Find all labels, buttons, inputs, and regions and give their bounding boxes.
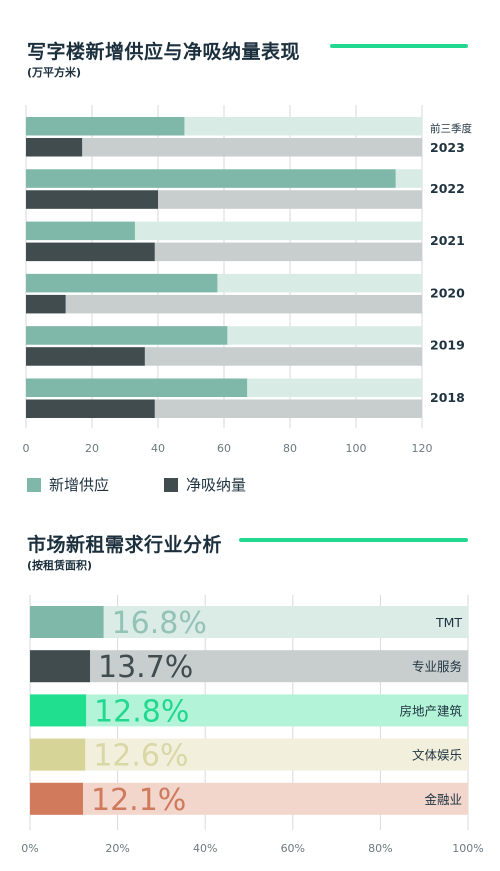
chart2-title: 市场新租需求行业分析 [27,534,223,556]
category-label: 2018 [430,390,465,405]
x-tick-label: 80% [368,842,392,855]
x-tick-label: 20 [85,442,99,455]
chart1-subtitle: (万平方米) [27,66,82,79]
category-label: 2019 [430,338,465,353]
supply-bar [26,273,218,293]
x-tick-label: 20% [105,842,129,855]
industry-category-label: 文体娱乐 [412,748,462,763]
industry-category-label: 金融业 [424,792,462,807]
supply-absorption-chart: 0 20 40 60 80 100 120 前三季度 2023 2022 2021 2020 2019 2… [23,105,472,455]
absorption-bar [26,242,155,262]
category-label-prefix: 前三季度 [430,122,472,135]
absorption-bar [26,138,83,157]
absorption-bar [26,190,158,209]
industry-category-label: 专业服务 [412,659,462,674]
chart2-accent-line [239,538,468,542]
industry-bar [30,650,91,683]
x-tick-label: 80 [283,442,297,455]
industry-value-label: 12.8% [94,694,189,729]
absorption-bar [26,294,66,314]
industry-value-label: 12.1% [91,783,186,818]
x-tick-label: 120 [412,442,433,455]
legend-supply-label: 新增供应 [49,476,110,494]
chart2-subtitle: (按租赁面积) [27,559,93,572]
category-label: 2023 [430,140,465,155]
x-tick-label: 0 [23,442,30,455]
x-tick-label: 60 [217,442,231,455]
absorption-bar [26,399,155,418]
industry-value-label: 16.8% [112,606,207,641]
supply-bar [26,378,248,397]
category-label: 2020 [430,285,465,300]
industry-bar [30,694,87,727]
supply-bar [26,221,135,241]
chart1-title: 写字楼新增供应与净吸纳量表现 [27,41,301,63]
legend-absorption-swatch [164,477,178,492]
industry-track [30,650,468,683]
x-tick-label: 100% [452,842,483,855]
x-tick-label: 40 [151,442,165,455]
legend-absorption: 净吸纳量 [164,474,246,495]
x-tick-label: 60% [281,842,305,855]
chart1-accent-line [330,44,468,48]
industry-value-label: 12.6% [93,739,188,774]
category-label: 2022 [430,181,465,196]
legend-absorption-label: 净吸纳量 [186,476,247,494]
x-tick-label: 0% [21,842,38,855]
absorption-track [26,294,422,314]
absorption-bar [26,347,145,366]
industry-category-label: 房地产建筑 [399,703,462,718]
industry-bar [30,738,86,771]
industry-track [30,782,468,815]
x-tick-label: 40% [193,842,217,855]
supply-bar [26,117,185,136]
supply-bar [26,169,396,188]
legend-supply-swatch [27,477,41,492]
industry-category-label: TMT [435,615,462,630]
industry-bar [30,782,83,815]
industry-track [30,738,468,771]
industry-value-label: 13.7% [98,650,193,685]
x-tick-label: 100 [346,442,367,455]
industry-track [30,694,468,727]
industry-bar [30,606,104,638]
absorption-track [26,138,422,157]
legend-supply: 新增供应 [27,474,109,495]
supply-bar [26,326,228,345]
category-label: 2021 [430,233,465,248]
